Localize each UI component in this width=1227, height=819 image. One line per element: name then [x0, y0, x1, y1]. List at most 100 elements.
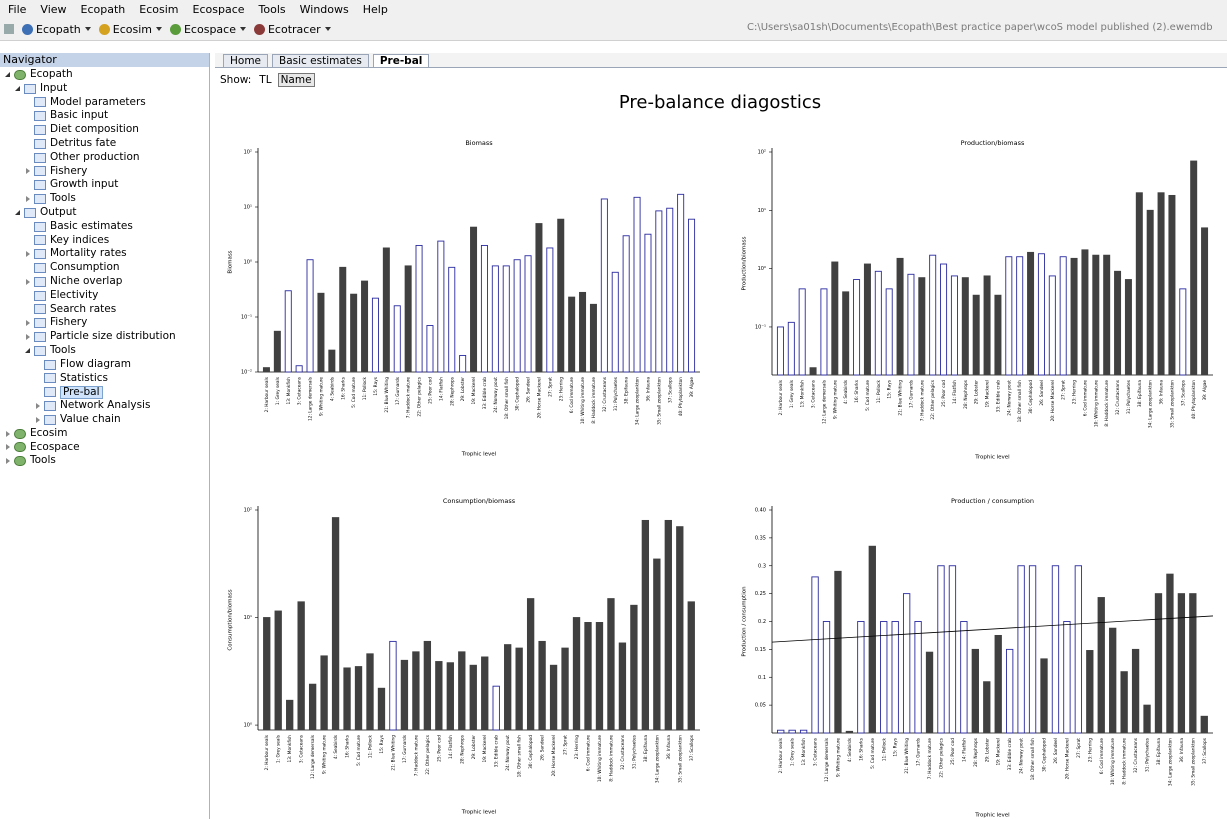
- show-option[interactable]: TL: [259, 74, 272, 86]
- x-tick-label: 34: Large zooplankton: [1167, 738, 1173, 786]
- expander[interactable]: [4, 457, 12, 465]
- chart-title: Production / consumption: [951, 497, 1034, 505]
- tree-item[interactable]: Flow diagram: [4, 358, 209, 372]
- expander[interactable]: [4, 430, 12, 438]
- tab[interactable]: Pre-bal: [372, 54, 430, 67]
- toolbar-button[interactable]: Ecotracer: [253, 22, 331, 36]
- tree-item[interactable]: Detritus fate: [4, 137, 209, 151]
- tree-item[interactable]: Pre-bal: [4, 385, 209, 399]
- expander[interactable]: [24, 347, 32, 355]
- tree-item[interactable]: Mortality rates: [4, 247, 209, 261]
- x-tick-label: 31: Polychaetes: [613, 376, 619, 411]
- tree-item[interactable]: Tools: [4, 192, 209, 206]
- tree-item[interactable]: Fishery: [4, 165, 209, 179]
- bar: [1190, 160, 1198, 376]
- menu-item[interactable]: Help: [362, 2, 388, 16]
- tree-item[interactable]: Basic estimates: [4, 220, 209, 234]
- toolbar-button[interactable]: Ecosim: [98, 23, 162, 36]
- expander[interactable]: [14, 209, 22, 217]
- expander[interactable]: [34, 416, 42, 424]
- expander[interactable]: [14, 85, 22, 93]
- tree-label: Consumption: [50, 261, 120, 274]
- x-tick-label: 14: Flatfish: [448, 735, 454, 759]
- tree-item[interactable]: Particle size distribution: [4, 330, 209, 344]
- menu-item[interactable]: Ecospace: [192, 2, 245, 16]
- toolbar-button[interactable]: Ecopath: [22, 23, 91, 36]
- tree-item[interactable]: Key indices: [4, 234, 209, 248]
- tree-icon: [44, 373, 56, 384]
- bar: [524, 255, 532, 373]
- tree-icon: [24, 83, 36, 94]
- tree-item[interactable]: Other production: [4, 151, 209, 165]
- menu-item[interactable]: File: [8, 2, 27, 16]
- menu-item[interactable]: View: [40, 2, 67, 16]
- tab[interactable]: Basic estimates: [272, 54, 369, 67]
- expander[interactable]: [24, 250, 32, 258]
- x-tick-label: 23: Herring: [1087, 738, 1093, 763]
- tree-item[interactable]: Statistics: [4, 372, 209, 386]
- tree-item[interactable]: Model parameters: [4, 96, 209, 110]
- bar: [1005, 256, 1013, 376]
- menu-item[interactable]: Windows: [299, 2, 349, 16]
- show-option[interactable]: Name: [277, 73, 315, 87]
- y-tick-label: 10¹: [244, 205, 252, 211]
- tree-label: Niche overlap: [50, 274, 123, 287]
- x-tick-label: 12: Large demersals: [824, 737, 830, 782]
- menu-item[interactable]: Ecosim: [139, 2, 179, 16]
- tree-item[interactable]: Ecosim: [4, 427, 209, 441]
- dropdown-arrow: [155, 27, 162, 31]
- toolbar-label: Ecotracer: [267, 22, 321, 36]
- x-tick-label: 33: Edible crab: [1007, 738, 1013, 771]
- tree-item[interactable]: Tools: [4, 454, 209, 468]
- x-tick-label: 28: Nephrops: [973, 737, 979, 767]
- expander[interactable]: [34, 402, 42, 410]
- save-icon[interactable]: [4, 24, 14, 34]
- tree-item[interactable]: Search rates: [4, 303, 209, 317]
- tree-item[interactable]: Input: [4, 82, 209, 96]
- expander[interactable]: [24, 319, 32, 327]
- tree-item[interactable]: Tools: [4, 344, 209, 358]
- y-tick-label: 0.1: [758, 675, 766, 681]
- x-tick-label: 15: Rays: [893, 737, 899, 756]
- tree-item[interactable]: Network Analysis: [4, 399, 209, 413]
- expander[interactable]: [24, 167, 32, 175]
- expander[interactable]: [24, 278, 32, 286]
- tree-item[interactable]: Electivity: [4, 289, 209, 303]
- tree-item[interactable]: Fishery: [4, 316, 209, 330]
- menu-item[interactable]: Ecopath: [80, 2, 126, 16]
- tree-item[interactable]: Basic input: [4, 109, 209, 123]
- tree-label: Search rates: [50, 302, 117, 315]
- bar: [1016, 256, 1024, 376]
- tree-label: Input: [40, 81, 68, 94]
- x-tick-label: 21: Blue Whiting: [384, 377, 390, 413]
- tree-item[interactable]: Consumption: [4, 261, 209, 275]
- x-tick-label: 1: Grey seals: [789, 379, 795, 408]
- tree-item[interactable]: Ecospace: [4, 441, 209, 455]
- expander[interactable]: [4, 71, 12, 79]
- tree-item[interactable]: Diet composition: [4, 123, 209, 137]
- x-tick-label: 14: Flatfish: [961, 738, 967, 762]
- expander[interactable]: [24, 333, 32, 341]
- bar: [331, 517, 340, 731]
- tree-label: Basic estimates: [50, 219, 133, 232]
- tree-item[interactable]: Value chain: [4, 413, 209, 427]
- tab[interactable]: Home: [223, 54, 269, 67]
- menu-item[interactable]: Tools: [258, 2, 286, 16]
- bar: [1103, 254, 1111, 376]
- tree-item[interactable]: Growth input: [4, 178, 209, 192]
- bar: [572, 617, 581, 731]
- bar: [504, 644, 512, 731]
- x-tick-label: 8: Haddock immature: [1104, 380, 1110, 427]
- expander[interactable]: [4, 443, 12, 451]
- tree-item[interactable]: Niche overlap: [4, 275, 209, 289]
- tree-item[interactable]: Output: [4, 206, 209, 220]
- bar: [1059, 256, 1067, 376]
- dropdown-arrow: [84, 27, 91, 31]
- tree-item[interactable]: Ecopath: [4, 68, 209, 82]
- expander: [24, 154, 32, 162]
- expander[interactable]: [24, 195, 32, 203]
- toolbar-button[interactable]: Ecospace: [169, 23, 246, 36]
- toolbar-icon: [253, 23, 265, 35]
- tree-icon: [44, 414, 56, 425]
- x-tick-label: 32: Crustaceans: [1115, 379, 1121, 415]
